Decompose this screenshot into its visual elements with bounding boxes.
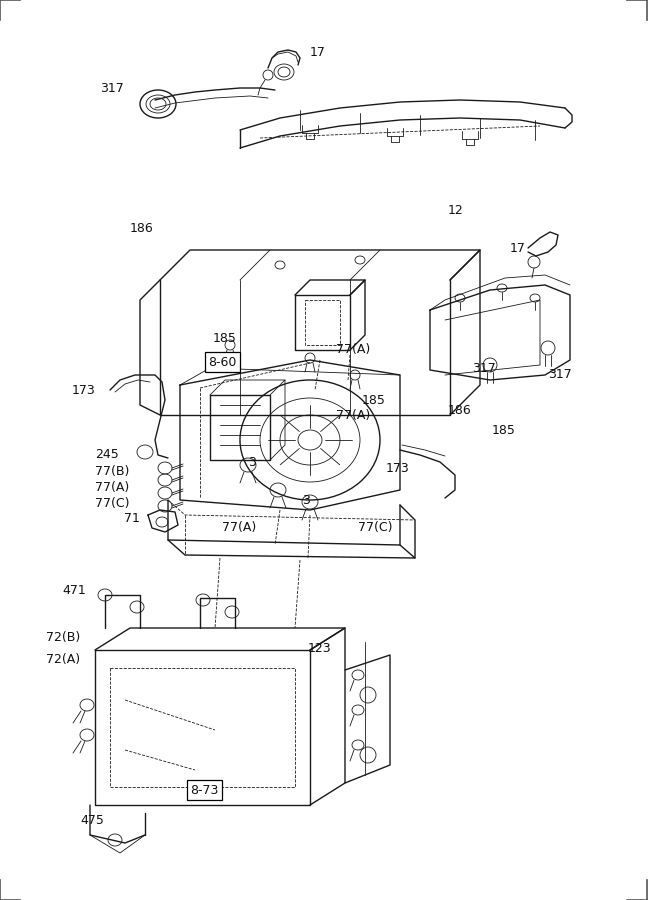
Text: 77(C): 77(C)	[358, 521, 392, 535]
Text: 185: 185	[362, 393, 386, 407]
Text: 77(A): 77(A)	[336, 409, 370, 421]
Text: 173: 173	[72, 383, 96, 397]
Text: 72(A): 72(A)	[46, 653, 80, 667]
Text: 475: 475	[80, 814, 104, 826]
Text: 3: 3	[248, 455, 256, 469]
Text: 471: 471	[62, 583, 86, 597]
Text: 77(A): 77(A)	[222, 521, 256, 535]
Text: 77(A): 77(A)	[95, 482, 129, 494]
Text: 186: 186	[448, 403, 472, 417]
Text: 8-73: 8-73	[190, 784, 218, 796]
Text: 8-60: 8-60	[208, 356, 236, 368]
Text: 123: 123	[308, 642, 331, 654]
Text: 77(C): 77(C)	[95, 498, 129, 510]
Text: 317: 317	[472, 362, 496, 374]
Text: 17: 17	[310, 46, 326, 58]
Text: 186: 186	[130, 221, 154, 235]
Text: 77(B): 77(B)	[95, 465, 129, 479]
Text: 173: 173	[386, 462, 410, 474]
Text: 185: 185	[213, 331, 237, 345]
Text: 3: 3	[302, 493, 310, 507]
Text: 185: 185	[492, 424, 516, 436]
Bar	[110, 668, 295, 787]
Text: 72(B): 72(B)	[46, 632, 80, 644]
Text: 77(A): 77(A)	[336, 344, 370, 356]
Text: 71: 71	[124, 511, 140, 525]
Text: 317: 317	[100, 82, 124, 94]
Text: 17: 17	[510, 241, 526, 255]
Text: 12: 12	[448, 203, 464, 217]
Text: 317: 317	[548, 368, 572, 382]
Text: 245: 245	[95, 448, 119, 462]
